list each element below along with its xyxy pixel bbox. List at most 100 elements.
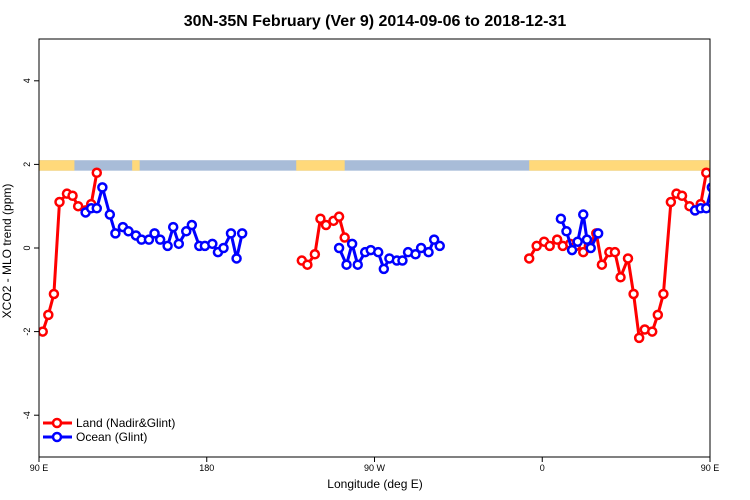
- series-0-point-0-1: [43, 309, 54, 321]
- series-1-point-0-20: [207, 238, 218, 250]
- series-0-point-0-5: [67, 190, 78, 201]
- series-1-point-1-10: [397, 255, 408, 266]
- series-0-point-0-9: [91, 167, 103, 179]
- series-0-point-1-3: [315, 213, 326, 224]
- series-1-point-2-4: [578, 209, 589, 220]
- y-tick-label-2: 0: [22, 245, 32, 250]
- series-1-point-0-23: [225, 228, 237, 239]
- series-1-point-3-2: [701, 203, 710, 214]
- series-1-point-0-3: [97, 182, 108, 193]
- series-1-point-1-13: [415, 242, 427, 254]
- series-0-point-2-24: [676, 190, 688, 201]
- series-1-point-1-0: [333, 242, 345, 254]
- series-1-point-2-2: [566, 244, 578, 256]
- series-1-point-0-11: [149, 228, 160, 239]
- series-1-point-3-3: [706, 182, 710, 193]
- y-tick-label-4: 4: [22, 78, 32, 83]
- series-0-point-2-13: [609, 246, 621, 258]
- legend: Land (Nadir&Glint)Ocean (Glint): [43, 416, 175, 444]
- y-axis-label: XCO2 - MLO trend (ppm): [0, 184, 14, 319]
- series-1-point-3-5: [721, 229, 729, 237]
- y-axis: -4 -2 0 2 4: [22, 78, 39, 419]
- x-tick-label-2: 90 W: [364, 463, 386, 473]
- series-0-point-2-17: [633, 332, 645, 344]
- land-band-0: [39, 160, 75, 171]
- series-0-point-1-4: [320, 219, 332, 231]
- series-0-point-2-3: [544, 240, 555, 252]
- series-0-point-2-21: [658, 288, 669, 300]
- series-1-point-2-7: [592, 228, 604, 239]
- x-axis-label: Longitude (deg E): [327, 477, 422, 491]
- series-1-point-3-4: [715, 211, 723, 219]
- series-1-point-0-7: [123, 226, 134, 237]
- series-1-point-1-2: [346, 238, 358, 250]
- y-tick-label-0: -4: [22, 411, 32, 419]
- series-0-point-2-15: [622, 253, 634, 264]
- series-1-point-3-7: [734, 227, 742, 235]
- land-band-2: [296, 160, 345, 171]
- series-1-point-2-0: [555, 213, 567, 224]
- chart-title: 30N-35N February (Ver 9) 2014-09-06 to 2…: [184, 13, 567, 30]
- series-1-point-2-3: [572, 236, 583, 247]
- series-1-point-1-6: [372, 246, 384, 258]
- series-1-point-0-17: [186, 219, 198, 231]
- series-1-point-1-14: [423, 246, 434, 258]
- series-1-point-1-1: [341, 259, 352, 270]
- series-0-point-2-19: [646, 326, 658, 337]
- series-0-point-1-2: [309, 249, 321, 260]
- series-0-point-0-2: [48, 288, 60, 300]
- land-band-1: [132, 160, 140, 171]
- x-axis: 90 E 180 90 W 0 90 E: [30, 457, 720, 473]
- series-1-point-0-12: [154, 234, 166, 245]
- x-tick-label-1: 180: [199, 463, 214, 473]
- y-tick-label-1: -2: [22, 328, 32, 336]
- series-1-point-0-22: [218, 242, 229, 254]
- x-tick-label-4: 90 E: [701, 463, 720, 473]
- legend-swatch-marker-0: [51, 417, 63, 429]
- series-1-point-3-8: [741, 231, 749, 239]
- legend-label-1: Ocean (Glint): [76, 430, 147, 444]
- series-1-point-0-24: [231, 253, 242, 264]
- series-1-point-3-6: [728, 223, 736, 231]
- series-0-point-2-16: [628, 288, 639, 300]
- series-1-point-2-6: [585, 242, 596, 254]
- series-1-point-0-15: [173, 238, 185, 250]
- series-1-point-0-16: [180, 226, 192, 237]
- series-1: [80, 182, 749, 275]
- series-0-point-0-0: [39, 326, 48, 337]
- legend-swatch-marker-1: [51, 431, 63, 443]
- series-1-point-0-25: [236, 228, 248, 239]
- series-1-point-2-5: [581, 234, 593, 245]
- series-1-point-0-14: [167, 221, 179, 233]
- series-1-point-0-5: [110, 228, 121, 239]
- series-1-point-1-16: [434, 240, 445, 252]
- series-0-point-2-28: [701, 167, 710, 179]
- y-tick-label-3: 2: [22, 162, 32, 167]
- series-0-point-2-22: [665, 196, 677, 208]
- series-1-point-1-3: [352, 259, 363, 270]
- x-tick-label-0: 90 E: [30, 463, 49, 473]
- surface-band: [39, 160, 710, 171]
- series-0-point-1-7: [339, 232, 350, 243]
- series-0-point-2-1: [531, 240, 542, 252]
- series-1-point-0-4: [104, 209, 116, 220]
- series-1-point-0-13: [162, 240, 173, 252]
- series-1-point-1-15: [428, 234, 440, 245]
- series-1-point-1-12: [410, 249, 421, 260]
- series-1-point-0-10: [143, 234, 155, 245]
- x-tick-label-3: 0: [540, 463, 545, 473]
- series-0-point-2-11: [596, 259, 608, 270]
- series-0-point-0-3: [54, 196, 65, 208]
- land-band-3: [529, 160, 710, 171]
- series-0-point-1-6: [333, 211, 345, 222]
- series-0-point-2-8: [578, 246, 589, 258]
- series-0-point-2-14: [615, 272, 626, 283]
- series-0-point-0-6: [72, 200, 84, 212]
- series-0-point-2-4: [551, 234, 563, 245]
- series-0-point-2-0: [523, 253, 535, 264]
- series-layer: [39, 167, 749, 344]
- series-0-point-1-1: [302, 259, 313, 270]
- series-1-point-2-1: [561, 226, 572, 237]
- legend-label-0: Land (Nadir&Glint): [76, 416, 175, 430]
